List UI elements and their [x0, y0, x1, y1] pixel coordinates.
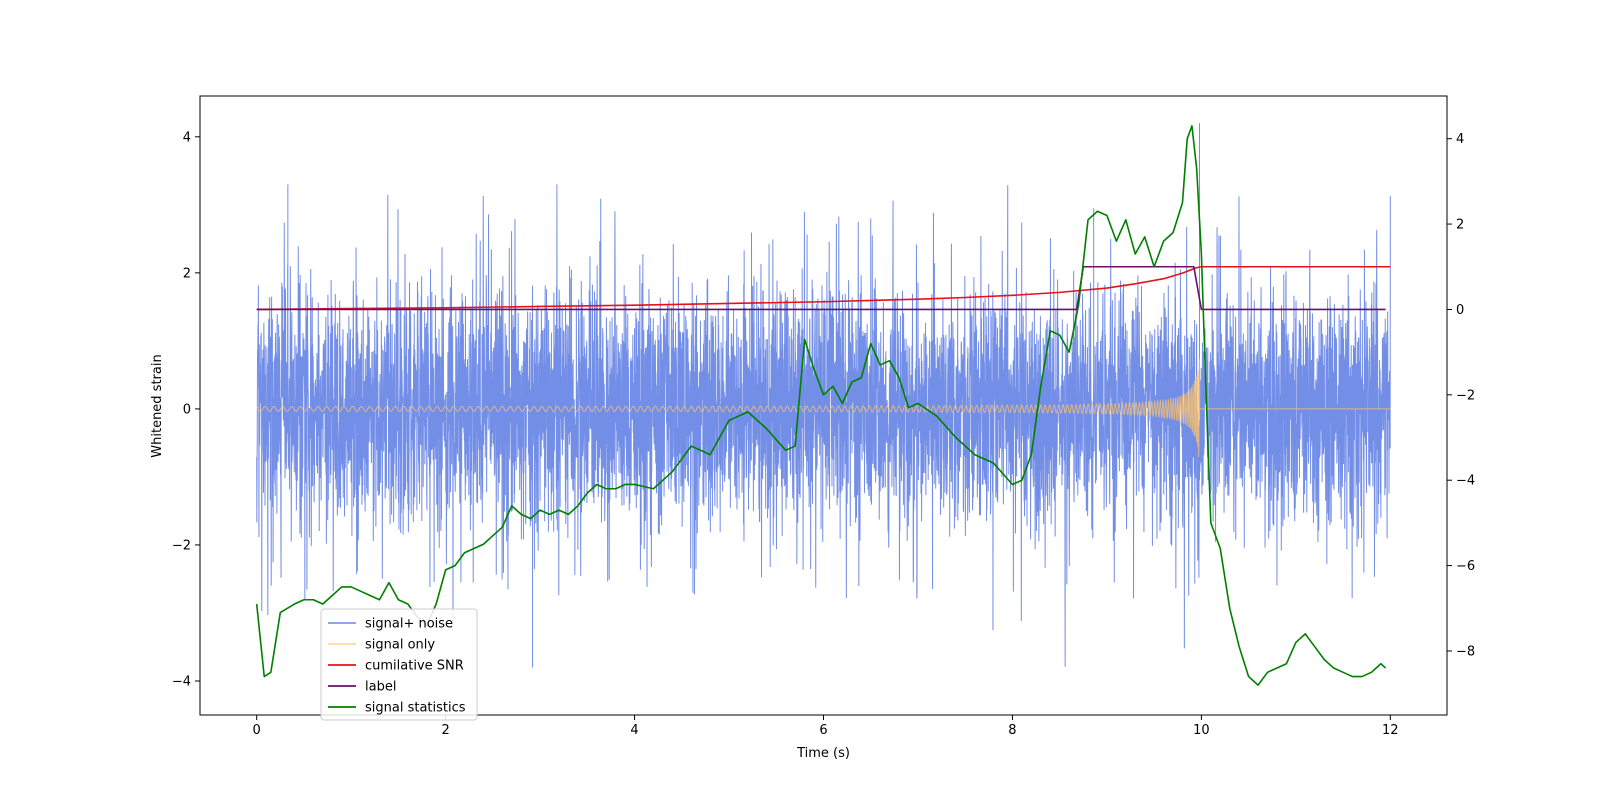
y-tick-label: −2 — [172, 538, 191, 553]
series-layer — [255, 123, 1391, 686]
y2-tick-label: −6 — [1456, 559, 1475, 574]
y2-tick-label: 0 — [1456, 303, 1464, 318]
y-tick-label: −4 — [172, 674, 191, 689]
axis-layer: 0 2 4 6 8 10 12 −4 −2 0 2 4 −8 −6 −4 −2 0 2 4 — [172, 130, 1475, 738]
y2-tick-label: 4 — [1456, 132, 1464, 147]
x-axis-label: Time (s) — [796, 746, 850, 761]
legend-label-signal-noise: signal+ noise — [365, 617, 453, 632]
series-line-signal-noise — [256, 123, 1391, 668]
legend-label-signal-statistics: signal statistics — [365, 701, 466, 716]
legend: signal+ noise signal only cumilative SNR la… — [320, 608, 478, 721]
legend-label-cumilative-snr: cumilative SNR — [365, 659, 464, 674]
x-tick-label: 6 — [819, 723, 827, 738]
x-tick-label: 10 — [1193, 723, 1210, 738]
y2-tick-label: 2 — [1456, 218, 1464, 233]
x-tick-label: 4 — [630, 723, 638, 738]
y2-tick-label: −4 — [1456, 474, 1475, 489]
x-tick-label: 0 — [253, 723, 261, 738]
y-tick-label: 4 — [183, 130, 191, 145]
series-line-label — [256, 265, 1386, 311]
x-tick-label: 12 — [1382, 723, 1399, 738]
x-tick-label: 8 — [1008, 723, 1016, 738]
series-line-signal-only — [256, 358, 1391, 458]
x-tick-label: 2 — [441, 723, 449, 738]
y2-tick-label: −2 — [1456, 388, 1475, 403]
y-tick-label: 2 — [183, 266, 191, 281]
legend-box — [320, 608, 478, 721]
series-line-cumilative-snr — [256, 265, 1391, 311]
legend-label-label: label — [365, 680, 396, 695]
y-axis-label: Whitened strain — [150, 354, 165, 457]
y2-tick-label: −8 — [1456, 644, 1475, 659]
y-tick-label: 0 — [183, 402, 191, 417]
legend-label-signal-only: signal only — [365, 638, 435, 653]
